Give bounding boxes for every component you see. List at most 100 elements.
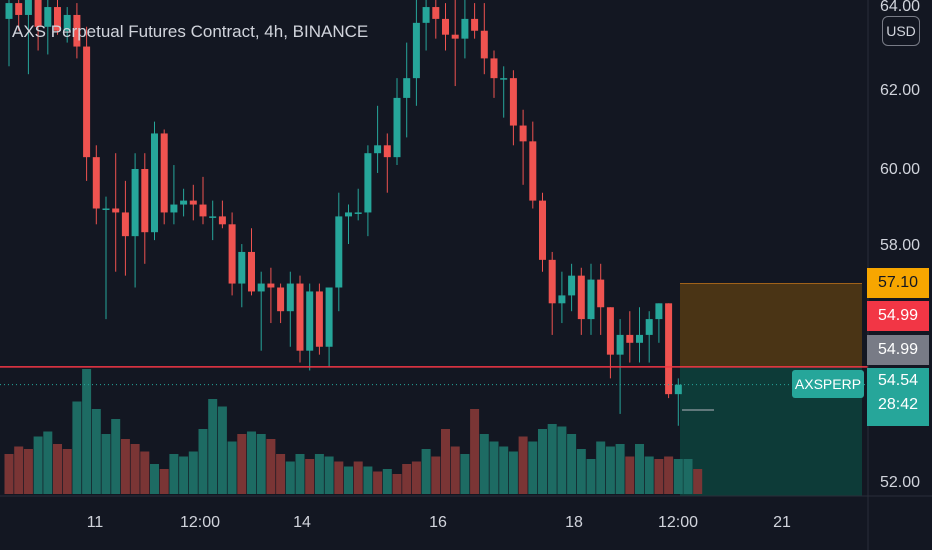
volume-bar-67 — [654, 459, 664, 494]
volume-bar-29 — [285, 461, 295, 494]
volume-bar-11 — [111, 419, 121, 494]
volume-bar-23 — [227, 441, 237, 494]
candle-body-37 — [364, 153, 372, 213]
volume-bar-66 — [644, 456, 654, 494]
candle-body-12 — [121, 212, 129, 237]
candle-body-52 — [509, 78, 517, 126]
volume-bar-33 — [324, 456, 334, 494]
level-price-badge: 54.99 — [867, 335, 929, 365]
volume-bar-43 — [421, 449, 431, 494]
candle-body-46 — [451, 34, 459, 39]
candle-body-19 — [189, 200, 197, 205]
volume-bar-3 — [33, 436, 43, 494]
currency-button[interactable]: USD — [882, 16, 920, 46]
stop-price-badge: 57.10 — [867, 268, 929, 298]
entry-price-badge: 54.99 — [867, 301, 929, 331]
volume-bar-59 — [576, 449, 586, 494]
candle-body-48 — [471, 18, 479, 31]
candle-body-69 — [674, 384, 682, 395]
volume-bar-0 — [4, 454, 14, 494]
candle-body-47 — [461, 18, 469, 39]
volume-bar-41 — [402, 464, 412, 494]
volume-bar-25 — [247, 431, 256, 494]
candle-body-8 — [83, 46, 91, 158]
candle-body-32 — [315, 291, 323, 347]
x-tick-14: 14 — [293, 514, 311, 531]
x-tick-21: 21 — [773, 514, 791, 531]
x-tick-1200-a: 12:00 — [179, 514, 221, 531]
volume-bar-56 — [547, 424, 557, 494]
candle-body-25 — [248, 251, 255, 292]
volume-bar-40 — [392, 474, 402, 494]
volume-bar-39 — [382, 469, 392, 494]
volume-bar-20 — [198, 429, 208, 494]
volume-bar-64 — [625, 456, 635, 494]
candle-body-53 — [519, 125, 527, 142]
volume-bar-60 — [586, 459, 596, 494]
volume-bar-4 — [43, 431, 53, 494]
candle-body-49 — [480, 30, 488, 59]
candle-body-59 — [577, 275, 585, 320]
candle-body-24 — [238, 251, 246, 284]
x-tick-11: 11 — [86, 514, 104, 531]
volume-bar-10 — [101, 434, 111, 494]
volume-bar-35 — [344, 466, 353, 494]
candle-body-9 — [92, 157, 100, 209]
chart-title: AXS Perpetual Futures Contract, 4h, BINA… — [12, 22, 369, 41]
candle-body-2 — [24, 0, 32, 15]
candle-body-27 — [267, 283, 275, 288]
volume-bar-30 — [295, 454, 305, 494]
candle-body-58 — [568, 275, 576, 296]
candle-body-13 — [131, 169, 139, 237]
candle-body-15 — [151, 133, 158, 233]
x-tick-18: 18 — [565, 514, 583, 531]
volume-bar-36 — [353, 461, 363, 494]
candle-body-43 — [422, 7, 430, 23]
candle-body-51 — [500, 78, 508, 80]
volume-bar-47 — [460, 454, 470, 494]
volume-bar-28 — [276, 454, 286, 494]
volume-bar-65 — [635, 444, 644, 494]
volume-bar-62 — [605, 446, 615, 494]
candle-body-36 — [354, 212, 362, 214]
candle-body-11 — [112, 208, 120, 213]
volume-bar-14 — [140, 451, 150, 494]
symbol-label: AXSPERP — [792, 370, 864, 398]
volume-bar-15 — [150, 464, 159, 494]
candle-body-62 — [606, 307, 614, 355]
volume-bar-38 — [373, 471, 383, 494]
volume-bar-2 — [23, 449, 33, 494]
candle-body-50 — [490, 58, 498, 79]
volume-bar-37 — [363, 466, 373, 494]
bar-countdown: 28:42 — [877, 396, 919, 413]
volume-bar-53 — [518, 436, 528, 494]
volume-bar-32 — [314, 454, 324, 494]
candle-body-28 — [277, 287, 285, 312]
candle-body-29 — [286, 283, 294, 312]
candle-body-42 — [412, 22, 420, 79]
candle-body-45 — [442, 18, 449, 35]
volume-bar-57 — [557, 426, 567, 494]
candle-body-63 — [616, 334, 624, 355]
volume-bar-48 — [470, 409, 480, 494]
candle-body-3 — [34, 0, 42, 27]
candle-body-6 — [63, 14, 71, 31]
volume-bar-7 — [72, 401, 82, 494]
volume-bar-46 — [450, 446, 460, 494]
x-tick-16: 16 — [429, 514, 447, 531]
candle-body-34 — [335, 216, 343, 288]
volume-bar-49 — [479, 434, 489, 494]
candle-body-55 — [539, 200, 546, 260]
candle-body-68 — [665, 303, 673, 395]
price-lines — [0, 366, 868, 411]
volume-bar-71 — [693, 469, 703, 494]
candle-body-44 — [432, 7, 440, 19]
y-tick-62: 62.00 — [880, 82, 921, 99]
candle-body-67 — [655, 303, 663, 320]
volume-bar-55 — [538, 429, 547, 494]
volume-bar-63 — [615, 444, 625, 494]
volume-bar-26 — [256, 434, 266, 494]
volume-bar-24 — [237, 434, 247, 494]
candle-body-10 — [102, 208, 110, 210]
